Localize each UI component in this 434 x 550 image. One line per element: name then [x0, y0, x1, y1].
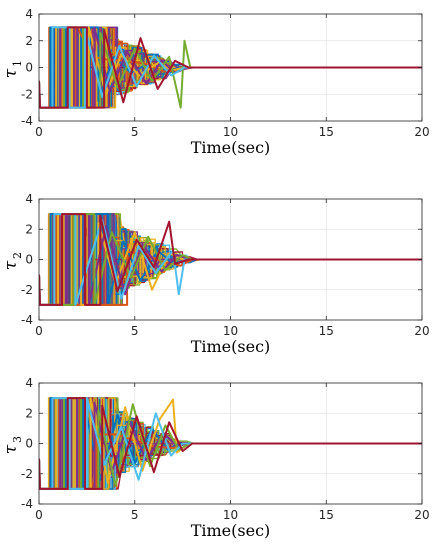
x-tick-label: 5: [131, 508, 139, 522]
series-line-7: [39, 397, 422, 490]
y-tick-label: -2: [21, 283, 33, 297]
series-line-5: [39, 26, 422, 109]
y-axis-label: τ3: [1, 436, 24, 454]
x-axis-label: Time(sec): [191, 138, 271, 157]
series-line-7: [39, 26, 422, 109]
x-tick-label: 0: [35, 125, 43, 139]
y-axis-label-subscript: 2: [11, 252, 24, 259]
y-tick-label: -2: [21, 87, 33, 101]
x-tick-label: 20: [414, 508, 429, 522]
y-axis-label-subscript: 1: [11, 60, 24, 67]
y-tick-label: -2: [21, 467, 33, 481]
x-tick-label: 20: [414, 324, 429, 338]
x-tick-label: 0: [35, 508, 43, 522]
x-axis-label: Time(sec): [191, 337, 271, 356]
y-axis-label-symbol: τ: [1, 68, 21, 78]
series-group: [39, 26, 422, 109]
y-tick-label: 2: [25, 406, 33, 420]
x-tick-label: 15: [319, 125, 334, 139]
series-group: [39, 213, 422, 306]
x-tick-label: 0: [35, 324, 43, 338]
x-tick-label: 15: [319, 508, 334, 522]
y-tick-label: 0: [25, 437, 33, 451]
y-tick-label: 4: [25, 7, 33, 21]
y-axis-label-subscript: 3: [11, 436, 24, 443]
x-tick-label: 20: [414, 125, 429, 139]
y-tick-label: 4: [25, 376, 33, 390]
y-tick-label: -4: [21, 114, 33, 128]
y-axis-label-symbol: τ: [1, 260, 21, 270]
x-tick-label: 5: [131, 324, 139, 338]
series-line-4: [39, 397, 422, 490]
y-tick-label: -4: [21, 497, 33, 511]
y-axis-label: τ2: [1, 252, 24, 270]
series-line-7: [39, 213, 422, 306]
y-axis-label-symbol: τ: [1, 444, 21, 454]
panel-3: 0 5 10 15 20 -4 -2 0 2 4 Time(sec) τ3: [1, 376, 430, 540]
x-axis-label: Time(sec): [191, 521, 271, 540]
y-tick-label: 0: [25, 253, 33, 267]
x-tick-label: 5: [131, 125, 139, 139]
y-tick-label: 4: [25, 192, 33, 206]
y-axis-label: τ1: [1, 60, 24, 78]
x-tick-label: 15: [319, 324, 334, 338]
series-line-6: [39, 397, 422, 490]
x-tick-label: 10: [223, 324, 238, 338]
series-group: [39, 397, 422, 490]
series-line-6: [39, 213, 422, 306]
series-line-5: [39, 213, 422, 306]
y-tick-label: 2: [25, 222, 33, 236]
y-tick-label: -4: [21, 313, 33, 327]
x-tick-label: 10: [223, 125, 238, 139]
y-tick-label: 0: [25, 61, 33, 75]
x-tick-label: 10: [223, 508, 238, 522]
y-tick-label: 2: [25, 34, 33, 48]
series-line-5: [39, 397, 422, 490]
panel-1: 0 5 10 15 20 -4 -2 0 2 4 Time(sec) τ1: [1, 7, 430, 157]
